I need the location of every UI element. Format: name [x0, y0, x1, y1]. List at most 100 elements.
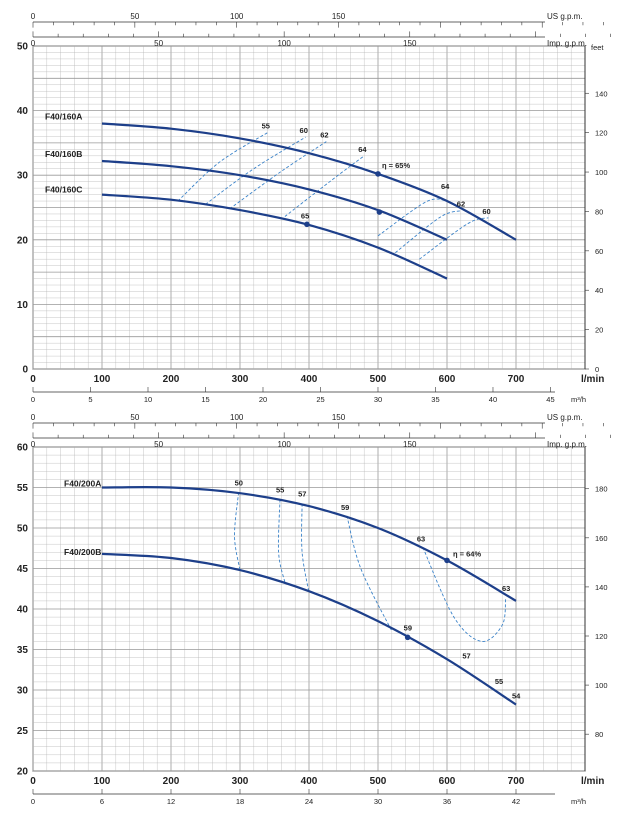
efficiency-label: η = 64% [453, 549, 481, 558]
bottom-scale-tick-label: 35 [431, 395, 439, 404]
efficiency-label: 62 [457, 200, 465, 209]
bottom-scale-tick-label: 0 [31, 797, 35, 806]
x-unit-label: l/min [581, 776, 604, 787]
y-tick-label: 45 [17, 564, 29, 575]
right-axis-tick-label: 80 [595, 207, 603, 216]
top-scale-tick-label: 100 [230, 413, 244, 422]
top-scale-tick-label: 0 [31, 12, 36, 21]
x-tick-label: 200 [163, 374, 180, 385]
top-scale-tick-label: 150 [332, 413, 346, 422]
y-tick-label: 30 [17, 686, 29, 697]
efficiency-label: 60 [300, 126, 308, 135]
pump-curve-line [101, 552, 517, 706]
right-axis-tick-label: 100 [595, 168, 608, 177]
bottom-scale-tick-label: 24 [305, 797, 313, 806]
y-tick-label: 20 [17, 767, 29, 778]
top-scale-tick-label: 0 [31, 39, 36, 48]
top-scale-tick-label: 150 [403, 39, 417, 48]
bep-point [404, 634, 411, 641]
efficiency-label: 57 [298, 490, 306, 499]
efficiency-label: 59 [404, 623, 412, 632]
y-tick-label: 35 [17, 645, 29, 656]
y-tick-label: 55 [17, 483, 29, 494]
efficiency-label: 63 [502, 584, 510, 593]
efficiency-iso-line [229, 141, 327, 210]
efficiency-iso-line [419, 217, 489, 260]
bottom-scale-tick-label: 25 [316, 395, 324, 404]
x-tick-label: 300 [232, 374, 249, 385]
top-scale-tick-label: 0 [31, 413, 36, 422]
efficiency-iso-line [346, 515, 393, 632]
bottom-scale-tick-label: 30 [374, 797, 382, 806]
efficiency-label: 57 [462, 652, 470, 661]
top-scale-label: US g.p.m. [547, 413, 583, 422]
pump-curve-label: F40/160A [45, 112, 82, 122]
bep-point [444, 557, 450, 564]
y-tick-label: 50 [17, 524, 29, 535]
pump-curve-label: F40/160C [45, 185, 82, 195]
efficiency-iso-line [395, 210, 461, 254]
top-scale-tick-label: 0 [31, 440, 36, 449]
efficiency-label: 50 [235, 478, 243, 487]
right-axis-tick-label: 160 [595, 534, 608, 543]
x-tick-label: 700 [508, 776, 525, 787]
right-axis-tick-label: 20 [595, 326, 603, 335]
efficiency-label: 55 [495, 677, 503, 686]
efficiency-iso-line [234, 492, 241, 571]
x-tick-label: 600 [439, 776, 456, 787]
efficiency-label: 63 [417, 534, 425, 543]
efficiency-label: 59 [341, 503, 349, 512]
x-unit-label: l/min [581, 374, 604, 385]
right-axis-tick-label: 140 [595, 583, 608, 592]
y-tick-label: 60 [17, 443, 29, 454]
top-scale-tick-label: 50 [154, 39, 163, 48]
grid [32, 446, 586, 772]
right-axis-tick-label: 120 [595, 632, 608, 641]
right-axis-unit-label: feet [591, 43, 604, 52]
efficiency-iso-line [301, 503, 310, 593]
x-tick-label: 400 [301, 776, 318, 787]
bep-point [375, 171, 381, 177]
efficiency-iso-line [284, 155, 365, 217]
pump-curve-line [101, 159, 448, 241]
bottom-scale-tick-label: 6 [100, 797, 104, 806]
bep-point [376, 209, 383, 215]
top-scale-tick-label: 150 [403, 440, 417, 449]
pump-curve-line [101, 122, 517, 241]
x-tick-label: 100 [94, 374, 111, 385]
bottom-scale-tick-label: 20 [259, 395, 267, 404]
top-scale-label: Imp. g.p.m. [547, 440, 587, 449]
top-scale-label: Imp. g.p.m. [547, 39, 587, 48]
bep-point [304, 221, 310, 228]
bottom-scale-tick-label: 0 [31, 395, 35, 404]
right-axis-tick-label: 140 [595, 89, 608, 98]
top-scale-tick-label: 100 [230, 12, 244, 21]
bottom-scale-tick-label: 10 [144, 395, 152, 404]
bottom-scale-tick-label: 40 [489, 395, 497, 404]
efficiency-label: 55 [276, 486, 284, 495]
pump-curve-label: F40/200A [64, 479, 101, 489]
x-tick-label: 200 [163, 776, 180, 787]
top-scale-tick-label: 150 [332, 12, 346, 21]
pump-curve-line [101, 193, 448, 280]
bottom-scale-tick-label: 5 [88, 395, 92, 404]
y-tick-label: 30 [17, 171, 29, 182]
efficiency-label: η = 65% [382, 161, 410, 170]
right-axis-tick-label: 100 [595, 681, 608, 690]
efficiency-iso-line [177, 132, 268, 202]
right-axis-tick-label: 180 [595, 485, 608, 494]
bottom-scale-label: m³/h [571, 395, 586, 404]
top-scale-tick-label: 50 [130, 413, 139, 422]
pump-curve-label: F40/200B [64, 547, 101, 557]
top-scale-tick-label: 100 [277, 39, 291, 48]
x-tick-label: 300 [232, 776, 249, 787]
x-tick-label: 0 [30, 776, 36, 787]
y-tick-label: 20 [17, 235, 29, 246]
y-tick-label: 25 [17, 726, 29, 737]
bottom-scale-tick-label: 45 [546, 395, 554, 404]
efficiency-iso-line [205, 136, 306, 205]
bottom-scale-tick-label: 30 [374, 395, 382, 404]
